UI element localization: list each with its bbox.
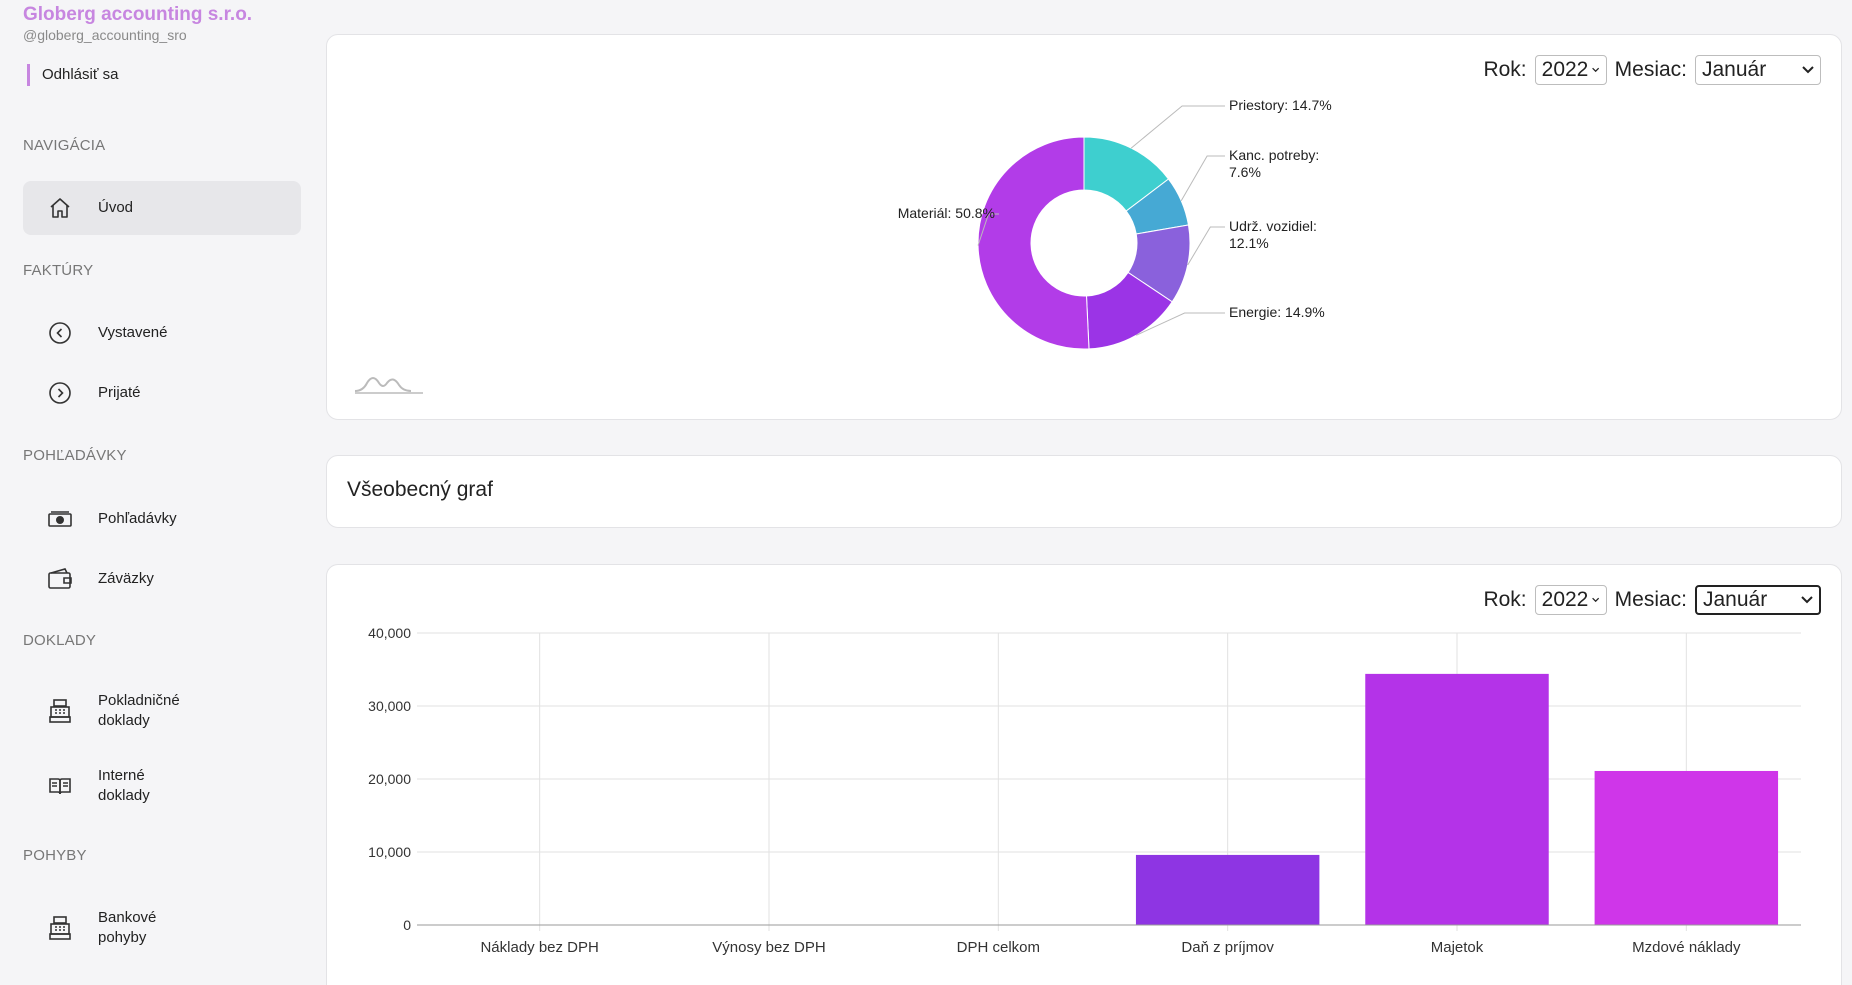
company-handle: @globerg_accounting_sro	[23, 27, 187, 43]
year-select-value: 2022	[1541, 58, 1589, 81]
nav-item-prijate[interactable]: Prijaté	[23, 366, 301, 420]
x-tick-label: DPH celkom	[957, 939, 1040, 956]
month-label: Mesiac:	[1614, 58, 1687, 81]
pie-leader-line	[1180, 155, 1225, 202]
chevron-down-icon	[1592, 67, 1600, 73]
nav-label-line: doklady	[98, 787, 150, 804]
chevron-down-icon	[1802, 66, 1814, 74]
nav-item-pokladnicne-doklady[interactable]: Pokladničné doklady	[23, 684, 301, 738]
x-tick-label: Náklady bez DPH	[480, 939, 598, 956]
logout-link[interactable]: Odhlásiť sa	[27, 64, 119, 86]
y-tick-label: 0	[403, 917, 411, 933]
y-tick-label: 40,000	[368, 625, 411, 641]
sidebar: Globerg accounting s.r.o. @globerg_accou…	[0, 0, 318, 970]
bank-register-icon	[47, 915, 73, 941]
nav-label-vystavene: Vystavené	[98, 324, 168, 341]
pie-filters: Rok: 2022 Mesiac: Január	[1483, 55, 1821, 85]
pie-label: 12.1%	[1229, 235, 1269, 251]
wave-icon	[354, 377, 423, 394]
wallet-icon	[47, 566, 73, 592]
nav-label-bankove-pohyby: Bankové pohyby	[98, 908, 156, 948]
donut-chart: Priestory: 14.7% Kanc. potreby:7.6% Udrž. …	[898, 97, 1332, 350]
x-tick-label: Mzdové náklady	[1632, 939, 1741, 956]
general-chart-header: Všeobecný graf	[326, 455, 1842, 528]
nav-label-line: Bankové	[98, 909, 157, 926]
section-faktury: FAKTÚRY	[23, 262, 94, 279]
bar[interactable]	[1135, 854, 1320, 925]
nav-label-uvod: Úvod	[98, 199, 134, 216]
chevron-left-circle-icon	[47, 320, 73, 346]
month-select[interactable]: Január	[1695, 585, 1821, 615]
pie-leader-line	[1135, 312, 1225, 336]
nav-label-zavazky: Záväzky	[98, 570, 154, 587]
pie-label: Kanc. potreby:	[1229, 147, 1319, 163]
x-tick-label: Majetok	[1431, 939, 1484, 956]
month-label: Mesiac:	[1614, 588, 1687, 611]
year-label: Rok:	[1483, 588, 1527, 611]
pie-leader-line	[1130, 105, 1225, 149]
x-tick-label: Daň z príjmov	[1181, 939, 1274, 956]
x-tick-label: Výnosy bez DPH	[712, 939, 825, 956]
nav-item-pohladavky[interactable]: Pohľadávky	[23, 492, 301, 546]
nav-item-zavazky[interactable]: Záväzky	[23, 552, 301, 606]
general-chart-title: Všeobecný graf	[347, 478, 493, 501]
pie-label: Priestory: 14.7%	[1229, 97, 1332, 113]
pie-label: Udrž. vozidiel:	[1229, 218, 1317, 234]
month-select-value: Január	[1703, 588, 1768, 611]
nav-label-line: doklady	[98, 712, 150, 729]
y-tick-label: 30,000	[368, 698, 411, 714]
chevron-down-icon	[1592, 597, 1600, 603]
nav-label-interne-doklady: Interné doklady	[98, 766, 150, 806]
nav-item-uvod[interactable]: Úvod	[23, 181, 301, 235]
year-select[interactable]: 2022	[1534, 585, 1607, 615]
pie-leader-line	[977, 213, 999, 246]
section-doklady: DOKLADY	[23, 632, 97, 649]
nav-label-prijate: Prijaté	[98, 384, 141, 401]
y-tick-label: 10,000	[368, 844, 411, 860]
pie-label: Materiál: 50.8%	[898, 205, 995, 221]
nav-label-line: pohyby	[98, 929, 147, 946]
pie-slice[interactable]	[977, 136, 1090, 350]
chevron-down-icon	[1801, 596, 1813, 604]
company-name: Globerg accounting s.r.o.	[23, 4, 253, 25]
pie-leader-line	[1187, 226, 1225, 266]
nav-label-pohladavky: Pohľadávky	[98, 510, 177, 527]
nav-item-interne-doklady[interactable]: Interné doklady	[23, 759, 301, 813]
year-select-value: 2022	[1541, 588, 1589, 611]
section-pohladavky: POHĽADÁVKY	[23, 447, 127, 464]
bar-filters: Rok: 2022 Mesiac: Január	[1483, 585, 1821, 615]
nav-item-bankove-pohyby[interactable]: Bankové pohyby	[23, 901, 301, 955]
book-icon	[47, 773, 73, 799]
month-select-value: Január	[1702, 58, 1767, 81]
bar-chart-card: Rok: 2022 Mesiac: Január 0 10,000 20,000 30…	[326, 564, 1842, 985]
section-navigacia: NAVIGÁCIA	[23, 137, 106, 154]
chevron-right-circle-icon	[47, 380, 73, 406]
nav-label-line: Pokladničné	[98, 692, 180, 709]
nav-label-line: Interné	[98, 767, 145, 784]
year-label: Rok:	[1483, 58, 1527, 81]
expense-pie-card: Rok: 2022 Mesiac: Január Priestory: 14.7…	[326, 34, 1842, 420]
nav-label-pokladnicne-doklady: Pokladničné doklady	[98, 691, 180, 731]
month-select[interactable]: Január	[1695, 55, 1821, 85]
home-icon	[47, 195, 73, 221]
money-icon	[47, 506, 73, 532]
cash-register-icon	[47, 698, 73, 724]
pie-label: Energie: 14.9%	[1229, 304, 1325, 320]
bar[interactable]	[1594, 770, 1779, 925]
year-select[interactable]: 2022	[1534, 55, 1607, 85]
y-tick-label: 20,000	[368, 771, 411, 787]
section-pohyby: POHYBY	[23, 847, 87, 864]
bar-chart: 0 10,000 20,000 30,000 40,000 Náklady bez DPH…	[368, 625, 1801, 956]
pie-label: 7.6%	[1229, 164, 1261, 180]
nav-item-vystavene[interactable]: Vystavené	[23, 306, 301, 360]
bar[interactable]	[1365, 673, 1549, 925]
